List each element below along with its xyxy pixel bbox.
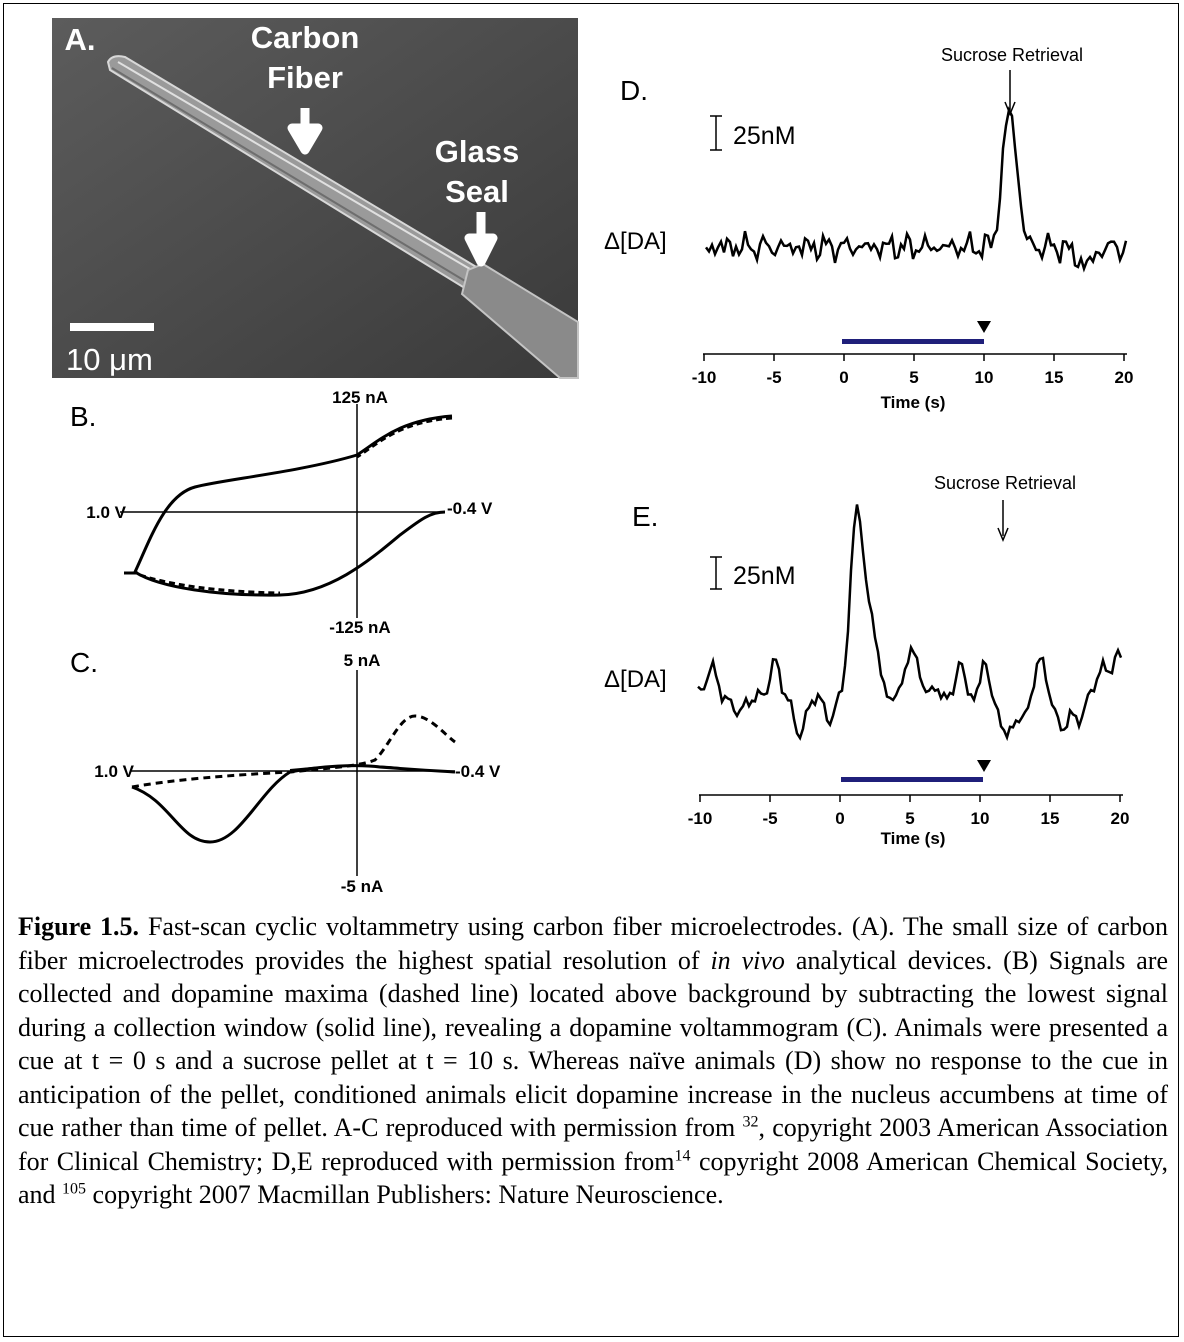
annotation: Fiber: [267, 60, 343, 95]
panel-label: B.: [70, 401, 96, 432]
caption-text: 32: [742, 1113, 758, 1130]
panel-label: E.: [632, 501, 658, 532]
scale-bar-label: 10 μm: [66, 342, 153, 377]
x-tick-label: -10: [692, 368, 717, 387]
x-tick-label: 0: [839, 368, 848, 387]
x-tick-label: 5: [905, 809, 914, 828]
x-tick-label: 5: [909, 368, 918, 387]
x-tick-label: -5: [762, 809, 777, 828]
page: A. Carbon Fiber Glass Seal 10 μm B. 125 …: [0, 0, 1184, 1342]
axis-label: 5 nA: [344, 651, 381, 670]
voltammogram: [132, 716, 455, 842]
figure: A. Carbon Fiber Glass Seal 10 μm B. 125 …: [0, 0, 1184, 900]
event-arrow: [998, 500, 1008, 540]
axis-label: -5 nA: [341, 877, 384, 896]
scale-bracket: [710, 557, 722, 589]
axis-label: 1.0 V: [86, 503, 126, 522]
annotation: Seal: [445, 174, 509, 209]
panel-label: A.: [65, 22, 96, 57]
x-tick-label: 20: [1111, 809, 1130, 828]
axis-label: 1.0 V: [94, 762, 134, 781]
cue-bar: [842, 339, 984, 344]
cue-bar: [841, 777, 983, 782]
caption: Figure 1.5. Fast-scan cyclic voltammetry…: [18, 910, 1168, 1212]
y-label: Δ[DA]: [604, 666, 667, 693]
x-label: Time (s): [881, 393, 946, 412]
axis-label: 125 nA: [332, 388, 388, 407]
scale-bracket: [710, 116, 722, 150]
x-tick-label: 15: [1045, 368, 1064, 387]
event-label: Sucrose Retrieval: [934, 473, 1076, 493]
annotation: Glass: [435, 134, 519, 169]
caption-text: 105: [62, 1180, 86, 1197]
scale-label: 25nM: [733, 122, 796, 150]
caption-text: copyright 2007 Macmillan Publishers: Nat…: [86, 1180, 724, 1209]
scale-label: 25nM: [733, 562, 796, 590]
x-tick-label: 10: [975, 368, 994, 387]
caption-text: in vivo: [710, 946, 784, 975]
x-tick-label: 10: [971, 809, 990, 828]
annotation: Carbon: [251, 20, 360, 55]
voltammogram: [124, 416, 452, 595]
pellet-marker: [977, 321, 991, 333]
event-label: Sucrose Retrieval: [941, 45, 1083, 65]
pellet-marker: [977, 760, 991, 772]
x-label: Time (s): [881, 829, 946, 848]
x-tick-label: 0: [835, 809, 844, 828]
axis-label: -0.4 V: [447, 499, 493, 518]
caption-text: 14: [674, 1147, 690, 1164]
caption-text: Figure 1.5.: [18, 912, 139, 941]
y-label: Δ[DA]: [604, 228, 667, 255]
x-tick-label: 15: [1041, 809, 1060, 828]
x-tick-label: -5: [766, 368, 781, 387]
event-arrow: [1005, 70, 1015, 114]
trace: [698, 505, 1121, 739]
axis-label: -0.4 V: [455, 762, 501, 781]
panel-label: D.: [620, 75, 648, 106]
x-tick-label: 20: [1115, 368, 1134, 387]
axis-label: -125 nA: [329, 618, 390, 637]
panel-label: C.: [70, 647, 98, 678]
x-tick-label: -10: [688, 809, 713, 828]
